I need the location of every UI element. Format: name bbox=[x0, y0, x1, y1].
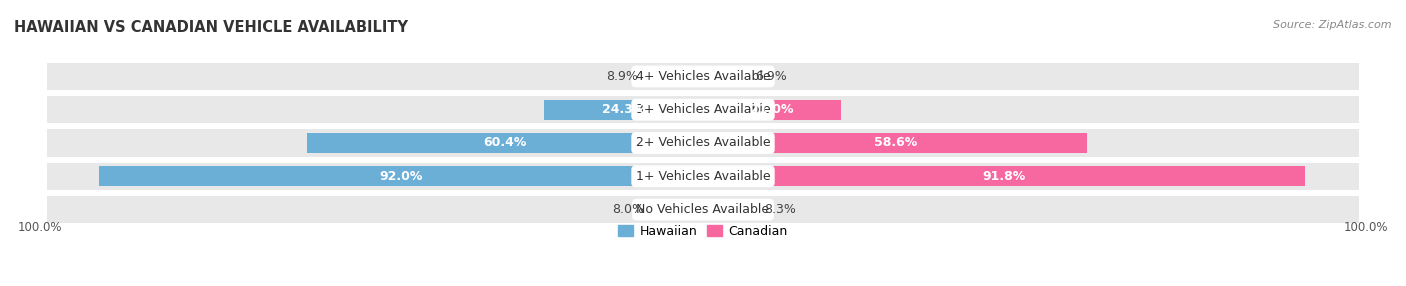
Text: 8.9%: 8.9% bbox=[606, 70, 638, 83]
Text: Source: ZipAtlas.com: Source: ZipAtlas.com bbox=[1274, 20, 1392, 30]
Bar bbox=[703, 166, 1305, 186]
Bar bbox=[703, 133, 1087, 153]
Text: 3+ Vehicles Available: 3+ Vehicles Available bbox=[636, 103, 770, 116]
Bar bbox=[307, 133, 703, 153]
Text: 4+ Vehicles Available: 4+ Vehicles Available bbox=[636, 70, 770, 83]
Text: 2+ Vehicles Available: 2+ Vehicles Available bbox=[636, 136, 770, 150]
Bar bbox=[703, 66, 748, 86]
Bar bbox=[46, 63, 1360, 90]
Bar bbox=[46, 196, 1360, 223]
Text: 92.0%: 92.0% bbox=[380, 170, 423, 183]
Text: 100.0%: 100.0% bbox=[17, 221, 62, 234]
Text: No Vehicles Available: No Vehicles Available bbox=[637, 203, 769, 216]
Text: 100.0%: 100.0% bbox=[1344, 221, 1389, 234]
Text: 21.0%: 21.0% bbox=[751, 103, 793, 116]
Bar bbox=[46, 163, 1360, 190]
Text: 91.8%: 91.8% bbox=[983, 170, 1026, 183]
Bar bbox=[703, 200, 758, 220]
Bar bbox=[544, 100, 703, 120]
Text: 8.3%: 8.3% bbox=[763, 203, 796, 216]
Text: 24.3%: 24.3% bbox=[602, 103, 645, 116]
Bar bbox=[651, 200, 703, 220]
Bar bbox=[644, 66, 703, 86]
Text: 60.4%: 60.4% bbox=[484, 136, 526, 150]
Bar bbox=[100, 166, 703, 186]
Text: HAWAIIAN VS CANADIAN VEHICLE AVAILABILITY: HAWAIIAN VS CANADIAN VEHICLE AVAILABILIT… bbox=[14, 20, 408, 35]
Bar bbox=[46, 96, 1360, 123]
Legend: Hawaiian, Canadian: Hawaiian, Canadian bbox=[613, 220, 793, 243]
Bar bbox=[703, 100, 841, 120]
Text: 6.9%: 6.9% bbox=[755, 70, 786, 83]
Text: 58.6%: 58.6% bbox=[873, 136, 917, 150]
Text: 8.0%: 8.0% bbox=[612, 203, 644, 216]
Text: 1+ Vehicles Available: 1+ Vehicles Available bbox=[636, 170, 770, 183]
Bar bbox=[46, 129, 1360, 157]
